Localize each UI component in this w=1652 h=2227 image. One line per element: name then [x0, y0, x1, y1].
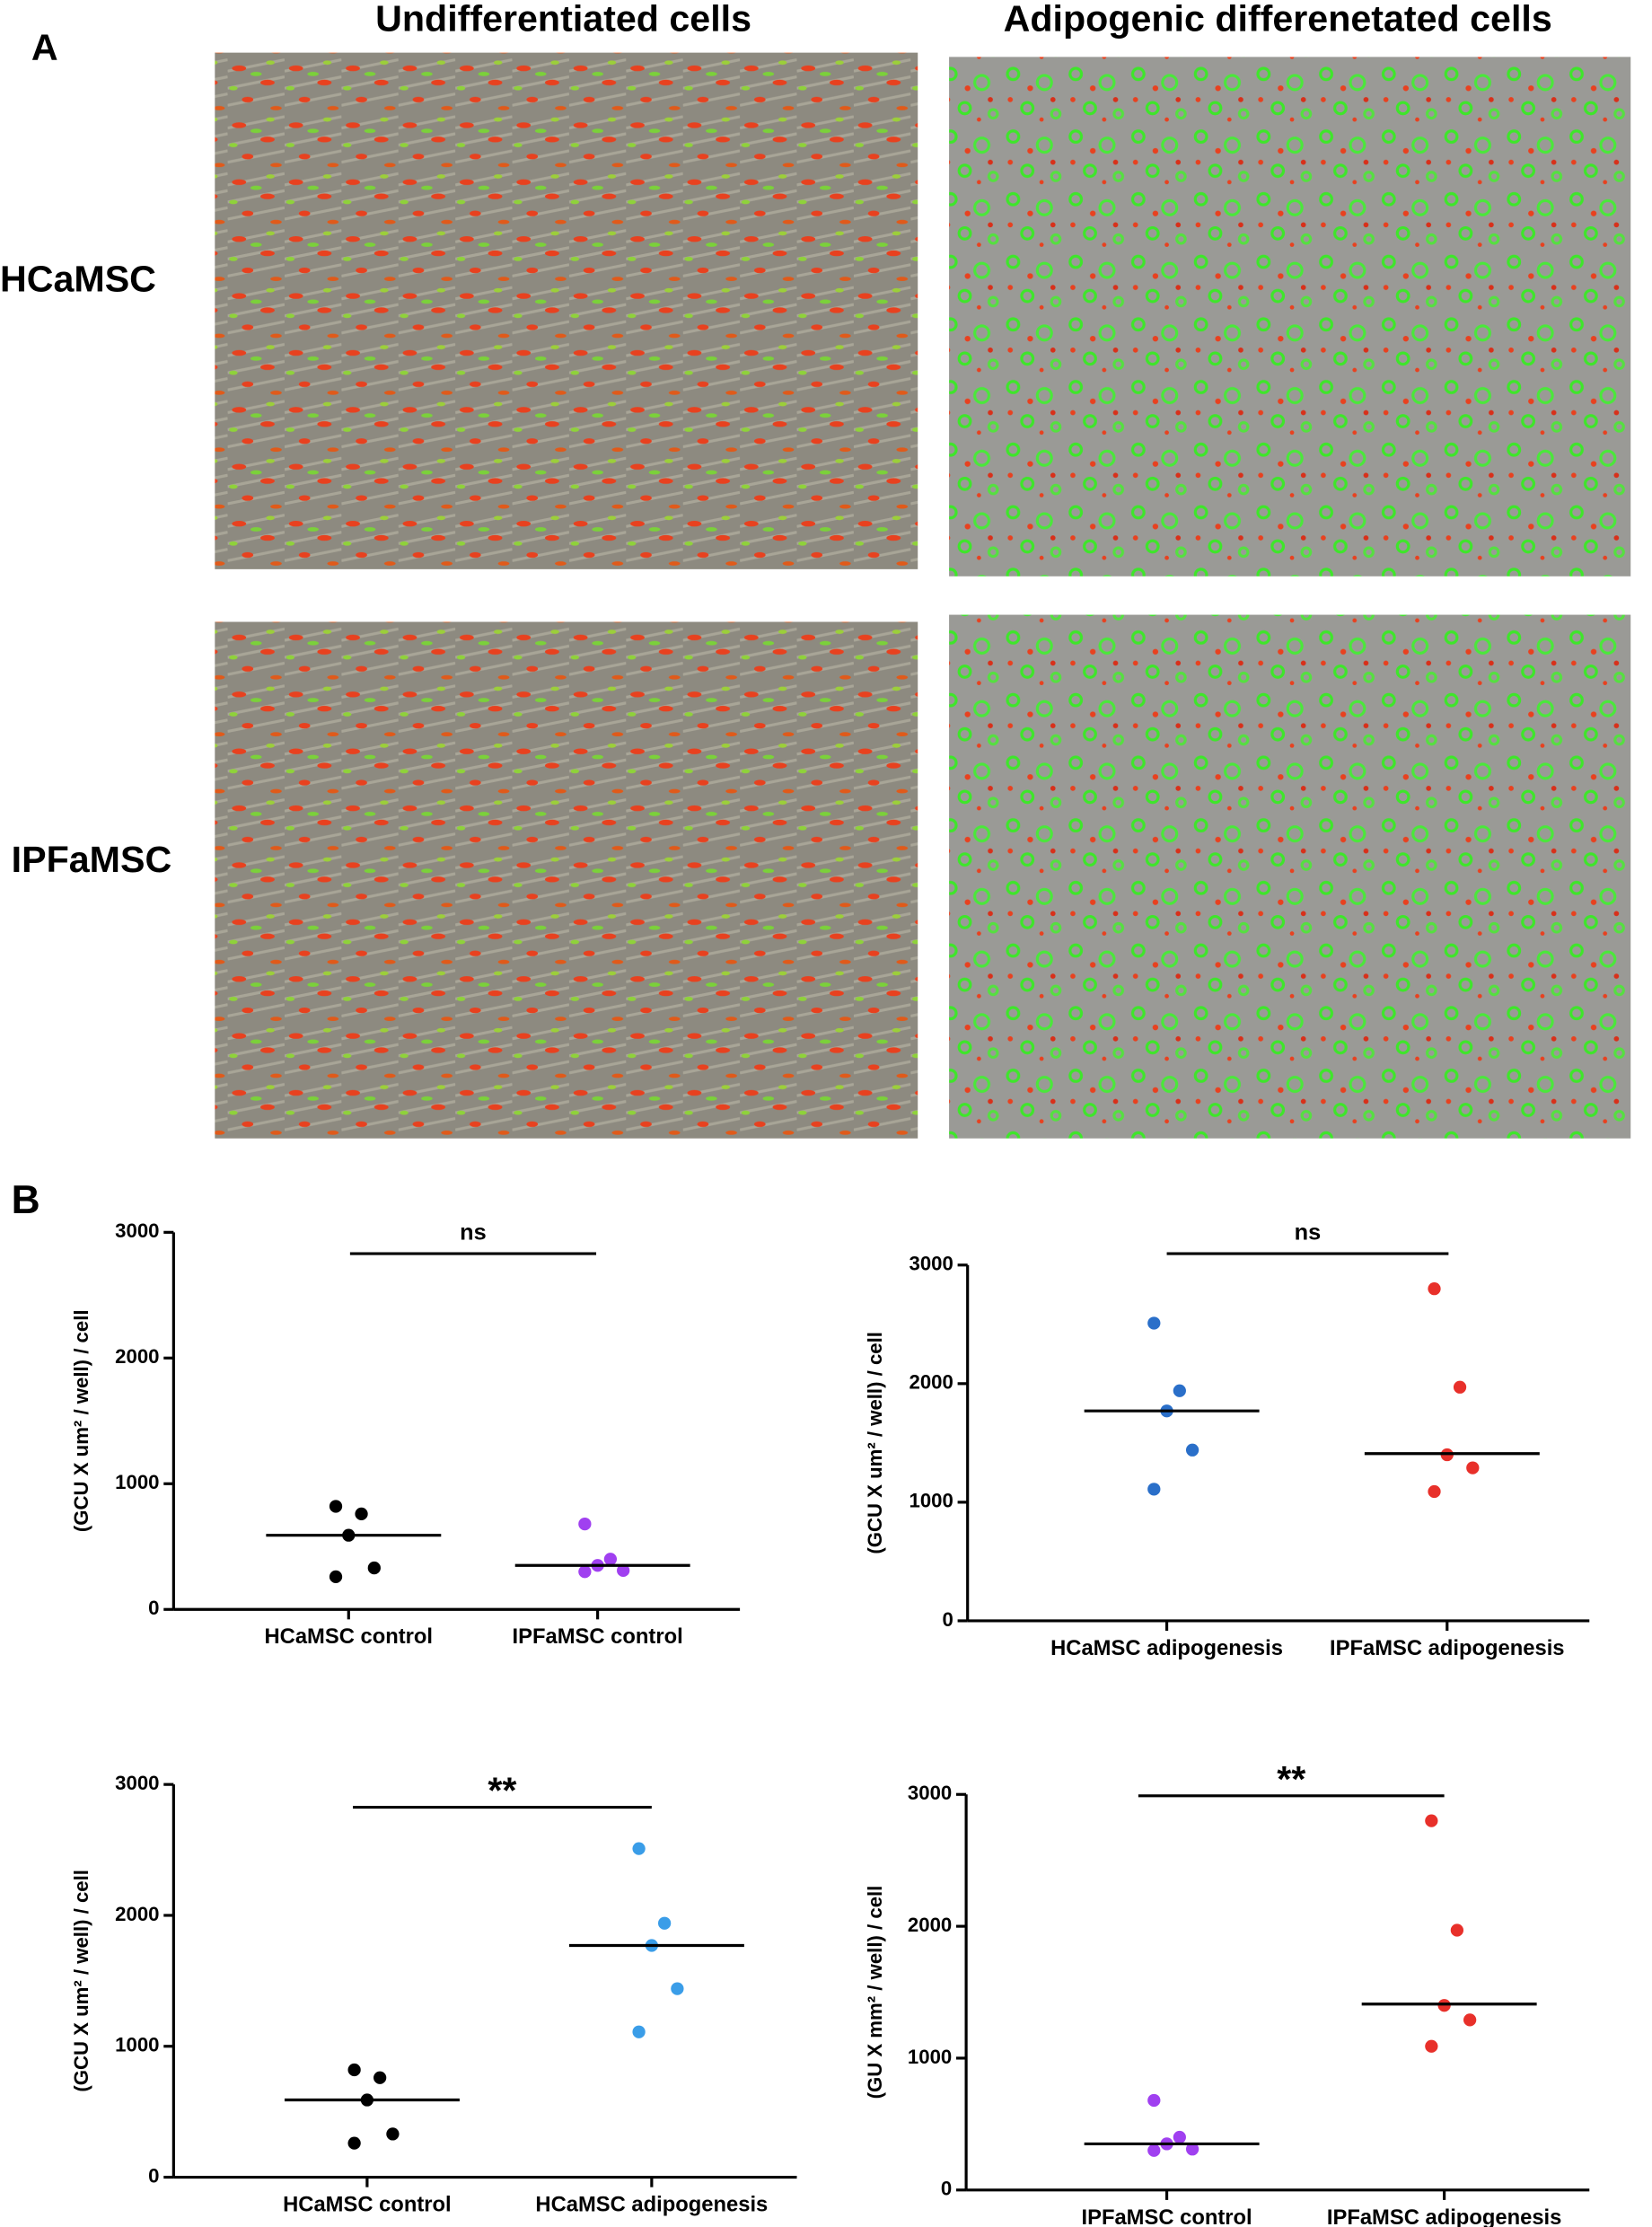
data-point	[617, 1563, 630, 1577]
column-title: Adipogenic differenetated cells	[1004, 0, 1552, 40]
data-point	[355, 1507, 368, 1521]
data-point	[1147, 2143, 1161, 2157]
y-tick-label: 0	[941, 2178, 952, 2200]
row-title: IPFaMSC	[12, 839, 172, 880]
x-tick-label: IPFaMSC control	[1081, 2205, 1252, 2227]
significance-label: ns	[460, 1220, 487, 1246]
y-tick-label: 2000	[115, 1903, 159, 1925]
data-point	[671, 1982, 684, 1995]
data-point	[1425, 1814, 1438, 1827]
data-point	[632, 1842, 646, 1855]
data-point	[1463, 2013, 1477, 2027]
x-tick-label: HCaMSC control	[283, 2193, 452, 2217]
micrograph	[215, 621, 918, 1139]
data-point	[1147, 1483, 1161, 1496]
data-point	[1185, 1443, 1199, 1457]
y-tick-label: 0	[942, 1608, 953, 1631]
y-tick-label: 0	[148, 2164, 159, 2187]
data-point	[603, 1553, 618, 1566]
y-tick-label: 3000	[115, 1772, 159, 1794]
y-tick-label: 2000	[909, 1371, 953, 1394]
data-point	[1453, 1380, 1467, 1394]
data-point	[1173, 2130, 1186, 2144]
micrograph	[949, 57, 1631, 577]
data-point	[657, 1916, 672, 1930]
data-point	[1173, 1384, 1186, 1397]
significance-label: ns	[1295, 1220, 1322, 1246]
panel-label: A	[31, 26, 58, 67]
x-tick-label: IPFaMSC adipogenesis	[1327, 2205, 1561, 2227]
y-axis-label: (GCU X um² / well) / cell	[70, 1870, 92, 2092]
y-tick-label: 2000	[908, 1914, 952, 1936]
data-point	[367, 1561, 381, 1575]
data-point	[578, 1517, 592, 1531]
y-axis-label: (GU X mm² / well) / cell	[864, 1886, 886, 2099]
data-point	[1450, 1923, 1464, 1937]
y-tick-label: 3000	[908, 1782, 952, 1804]
data-point	[1466, 1461, 1480, 1474]
significance-label: **	[488, 1770, 516, 1811]
y-tick-label: 2000	[115, 1345, 159, 1368]
column-title: Undifferentiated cells	[375, 0, 751, 40]
y-tick-label: 1000	[115, 2034, 159, 2056]
y-tick-label: 3000	[909, 1253, 953, 1275]
data-point	[578, 1565, 592, 1579]
data-point	[1428, 1484, 1441, 1499]
data-point	[347, 2136, 361, 2150]
micrograph	[949, 614, 1631, 1139]
x-tick-label: IPFaMSC control	[513, 1624, 683, 1649]
y-axis-label: (GCU X um² / well) / cell	[70, 1309, 92, 1532]
y-tick-label: 1000	[115, 1471, 159, 1493]
data-point	[632, 2025, 646, 2038]
significance-label: **	[1277, 1758, 1305, 1800]
data-point	[329, 1570, 343, 1583]
x-tick-label: IPFaMSC adipogenesis	[1330, 1636, 1564, 1660]
data-point	[1185, 2143, 1199, 2156]
y-tick-label: 1000	[909, 1490, 953, 1512]
y-tick-label: 0	[148, 1597, 159, 1619]
data-point	[1428, 1282, 1441, 1296]
data-point	[373, 2071, 387, 2084]
micrograph	[215, 52, 918, 569]
x-tick-label: HCaMSC control	[265, 1624, 434, 1649]
row-title: HCaMSC	[0, 259, 156, 300]
data-point	[329, 1500, 343, 1513]
y-tick-label: 3000	[115, 1219, 159, 1242]
y-axis-label: (GCU X um² / well) / cell	[864, 1332, 886, 1554]
panel-label: B	[12, 1178, 40, 1222]
data-point	[347, 2063, 361, 2077]
data-point	[386, 2127, 400, 2141]
data-point	[1147, 2093, 1161, 2108]
data-point	[1147, 1316, 1161, 1330]
x-tick-label: HCaMSC adipogenesis	[535, 2193, 768, 2217]
y-tick-label: 1000	[908, 2046, 952, 2068]
x-tick-label: HCaMSC adipogenesis	[1050, 1636, 1283, 1660]
data-point	[1425, 2039, 1438, 2053]
